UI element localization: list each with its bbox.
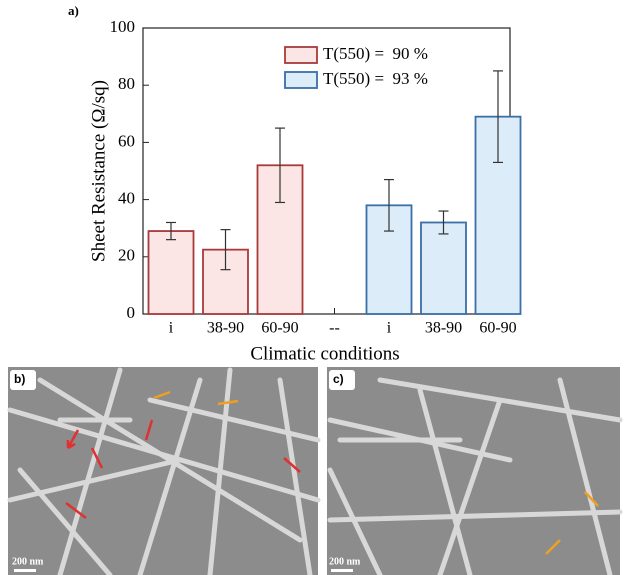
error-bar [166, 221, 176, 241]
y-tick-label: 0 [127, 303, 136, 322]
legend-label: T(550) = 93 % [323, 69, 428, 88]
error-bar [384, 178, 394, 232]
panel-label: a) [68, 3, 79, 18]
error-bar [220, 229, 231, 271]
y-tick-label: 80 [118, 74, 135, 93]
x-tick-label: 60-90 [261, 320, 298, 337]
legend-label: T(550) = 90 % [323, 44, 428, 63]
error-bar [275, 127, 285, 204]
x-tick-label: 38-90 [207, 320, 244, 337]
error-bar [493, 70, 503, 164]
bar [147, 230, 195, 315]
scale-label: 200 nm [12, 556, 44, 567]
x-tick-label: 60-90 [479, 320, 516, 337]
y-tick-label: 20 [118, 246, 135, 265]
bar [256, 164, 304, 315]
scale-label: 200 nm [329, 556, 361, 567]
x-tick-label: 38-90 [425, 320, 462, 337]
y-tick-label: 40 [118, 189, 135, 208]
panel-label: b) [14, 372, 25, 386]
y-tick-label: 100 [110, 17, 136, 36]
panel-label: c) [333, 372, 344, 386]
error-bar [438, 210, 449, 235]
legend-swatch [284, 46, 318, 64]
legend-swatch [284, 71, 318, 89]
y-tick-label: 60 [118, 131, 135, 150]
y-axis-label: Sheet Resistance (Ω/sq) [88, 80, 109, 262]
sem-image-c: c) 200 nm [327, 367, 623, 575]
sem-image-b: b) 200 nm [7, 367, 321, 575]
bar [420, 221, 467, 315]
x-tick-label: i [169, 320, 174, 337]
x-tick-label: -- [329, 320, 340, 337]
x-axis-label: Climatic conditions [250, 343, 399, 364]
x-tick-label: i [387, 320, 392, 337]
